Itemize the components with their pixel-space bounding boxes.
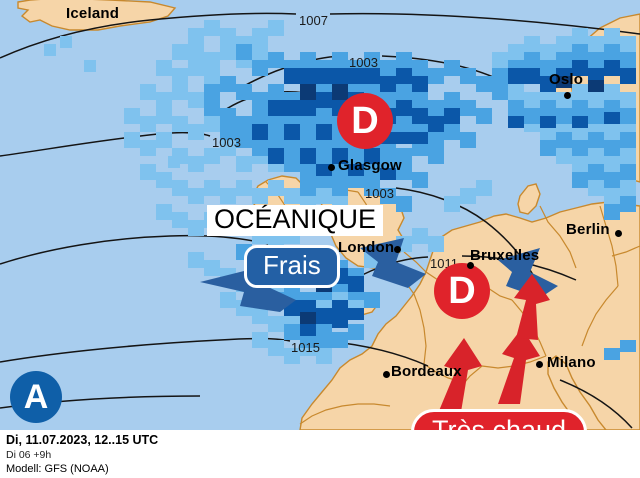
arrow-hot-alps [514, 274, 550, 340]
low-pressure-centre-north[interactable]: D [337, 93, 393, 149]
arrow-cool-east [498, 248, 558, 298]
city-label-bruxelles: Bruxelles [470, 247, 540, 264]
isobar-label: 1015 [291, 340, 320, 355]
model-name-text: Modell: GFS (NOAA) [6, 463, 109, 475]
city-label-milano: Milano [547, 354, 596, 371]
isobar-label: 1003 [349, 55, 378, 70]
high-pressure-centre-atlantic[interactable]: A [10, 371, 62, 423]
arrow-hot-centre [498, 328, 540, 404]
arrow-cool-channel [360, 238, 426, 288]
city-label-london: London [338, 239, 395, 256]
isobar-label: 1003 [365, 186, 394, 201]
city-label-iceland: Iceland [66, 5, 120, 22]
city-dot-milano [536, 361, 543, 368]
arrow-hot-west [436, 338, 482, 418]
low-pressure-centre-france[interactable]: D [434, 263, 490, 319]
city-dot-oslo [564, 92, 571, 99]
model-run-text: Di 06 +9h [6, 449, 52, 461]
city-dot-bordeaux [383, 371, 390, 378]
city-label-glasgow: Glasgow [338, 157, 402, 174]
valid-time-text: Di, 11.07.2023, 12..15 UTC [6, 433, 159, 447]
isobar-label: 1003 [212, 135, 241, 150]
city-label-berlin: Berlin [566, 221, 610, 238]
city-label-bordeaux: Bordeaux [391, 363, 462, 380]
city-dot-glasgow [328, 164, 335, 171]
cool-flow-arrows [200, 238, 558, 312]
hot-flow-arrows [436, 274, 550, 418]
city-dot-berlin [615, 230, 622, 237]
isobar-label: 1007 [299, 13, 328, 28]
city-label-oslo: Oslo [549, 71, 584, 88]
city-dot-bruxelles [467, 262, 474, 269]
city-dot-london [394, 246, 401, 253]
info-bar: Di, 11.07.2023, 12..15 UTC Di 06 +9h Mod… [0, 430, 640, 478]
annotation-frais: Frais [244, 245, 340, 288]
annotation-oceanique: OCÉANIQUE [207, 205, 384, 236]
arrow-cool-west [200, 264, 296, 312]
